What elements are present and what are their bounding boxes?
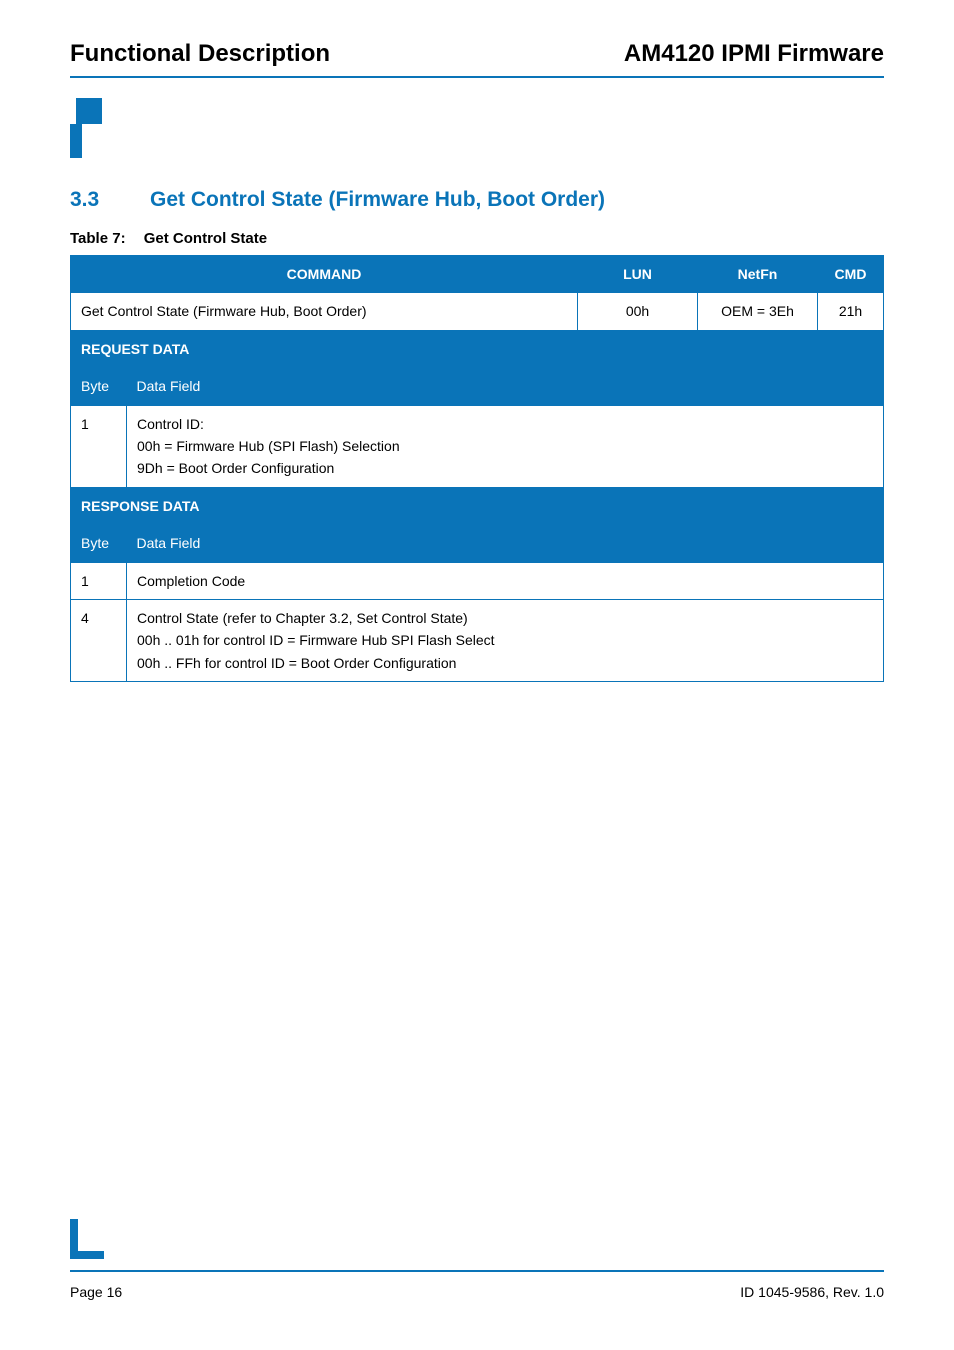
page-footer: Page 16 ID 1045-9586, Rev. 1.0 <box>70 1219 884 1300</box>
ipmi-table: COMMAND LUN NetFn CMD Get Control State … <box>70 255 884 682</box>
request-line: Control ID: <box>137 413 873 435</box>
footer-rule <box>70 1270 884 1272</box>
request-field-label: Data Field <box>127 368 884 405</box>
request-title-row: REQUEST DATA <box>71 330 884 367</box>
response-line: Control State (refer to Chapter 3.2, Set… <box>137 607 873 629</box>
request-line: 00h = Firmware Hub (SPI Flash) Selection <box>137 435 873 457</box>
response-byte: 1 <box>71 562 127 599</box>
request-subheader: Byte Data Field <box>71 368 884 405</box>
response-line: Completion Code <box>137 570 873 592</box>
header-right: AM4120 IPMI Firmware <box>624 40 884 68</box>
col-command: COMMAND <box>71 256 578 293</box>
footer-row: Page 16 ID 1045-9586, Rev. 1.0 <box>70 1284 884 1300</box>
response-title: RESPONSE DATA <box>71 487 884 524</box>
section-title: Get Control State (Firmware Hub, Boot Or… <box>150 188 605 212</box>
logo-icon <box>70 98 884 158</box>
cmd-lun: 00h <box>578 293 698 330</box>
table-caption-title: Get Control State <box>144 230 267 247</box>
col-cmd: CMD <box>818 256 884 293</box>
command-row: Get Control State (Firmware Hub, Boot Or… <box>71 293 884 330</box>
request-row: 1 Control ID: 00h = Firmware Hub (SPI Fl… <box>71 405 884 487</box>
response-byte-label: Byte <box>71 525 127 562</box>
header-rule <box>70 76 884 78</box>
header-left: Functional Description <box>70 40 330 68</box>
section-number: 3.3 <box>70 188 150 212</box>
request-byte: 1 <box>71 405 127 487</box>
response-field: Completion Code <box>127 562 884 599</box>
col-lun: LUN <box>578 256 698 293</box>
response-line: 00h .. 01h for control ID = Firmware Hub… <box>137 629 873 651</box>
section-heading: 3.3 Get Control State (Firmware Hub, Boo… <box>70 188 884 212</box>
footer-mark-icon <box>70 1219 884 1264</box>
page: Functional Description AM4120 IPMI Firmw… <box>0 0 954 1350</box>
request-byte-label: Byte <box>71 368 127 405</box>
table-caption: Table 7: Get Control State <box>70 230 884 247</box>
response-row: 4 Control State (refer to Chapter 3.2, S… <box>71 599 884 681</box>
footer-right: ID 1045-9586, Rev. 1.0 <box>740 1284 884 1300</box>
response-subheader: Byte Data Field <box>71 525 884 562</box>
response-line: 00h .. FFh for control ID = Boot Order C… <box>137 652 873 674</box>
page-header: Functional Description AM4120 IPMI Firmw… <box>70 40 884 68</box>
cmd-cmd: 21h <box>818 293 884 330</box>
request-line: 9Dh = Boot Order Configuration <box>137 457 873 479</box>
request-field: Control ID: 00h = Firmware Hub (SPI Flas… <box>127 405 884 487</box>
response-title-row: RESPONSE DATA <box>71 487 884 524</box>
request-title: REQUEST DATA <box>71 330 884 367</box>
cmd-command: Get Control State (Firmware Hub, Boot Or… <box>71 293 578 330</box>
col-netfn: NetFn <box>698 256 818 293</box>
table-header-row: COMMAND LUN NetFn CMD <box>71 256 884 293</box>
table-caption-label: Table 7: <box>70 230 126 247</box>
footer-left: Page 16 <box>70 1284 122 1300</box>
response-field: Control State (refer to Chapter 3.2, Set… <box>127 599 884 681</box>
response-field-label: Data Field <box>127 525 884 562</box>
cmd-netfn: OEM = 3Eh <box>698 293 818 330</box>
response-byte: 4 <box>71 599 127 681</box>
response-row: 1 Completion Code <box>71 562 884 599</box>
